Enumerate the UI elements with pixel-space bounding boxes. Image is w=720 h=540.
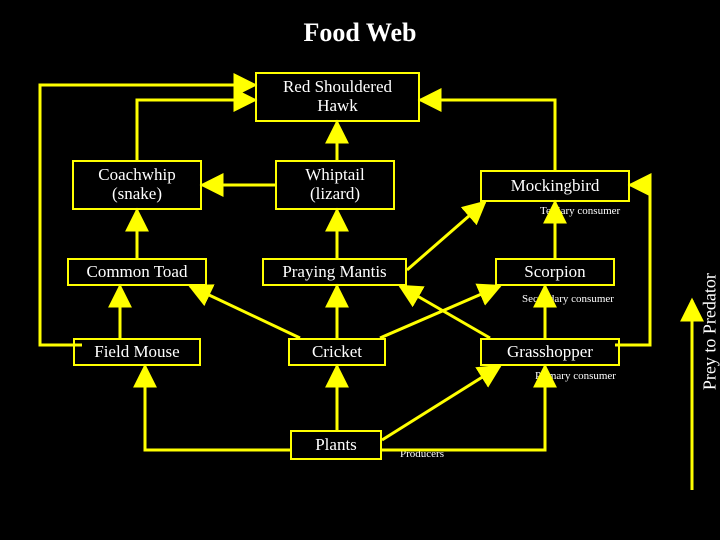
node-coachwhip: Coachwhip(snake) [72,160,202,210]
node-whiptail: Whiptail(lizard) [275,160,395,210]
node-grasshopper: Grasshopper [480,338,620,366]
node-scorpion: Scorpion [495,258,615,286]
label-tertiary: Tertiary consumer [540,205,620,217]
node-toad: Common Toad [67,258,207,286]
side-label: Prey to Predator [700,273,720,390]
node-mockingbird: Mockingbird [480,170,630,202]
node-cricket: Cricket [288,338,386,366]
node-plants: Plants [290,430,382,460]
label-secondary: Secondary consumer [522,293,614,305]
diagram-title: Food Web [304,18,417,48]
node-mantis: Praying Mantis [262,258,407,286]
node-mouse: Field Mouse [73,338,201,366]
label-producers: Producers [400,448,444,460]
label-primary: Primary consumer [535,370,616,382]
node-hawk: Red ShoulderedHawk [255,72,420,122]
